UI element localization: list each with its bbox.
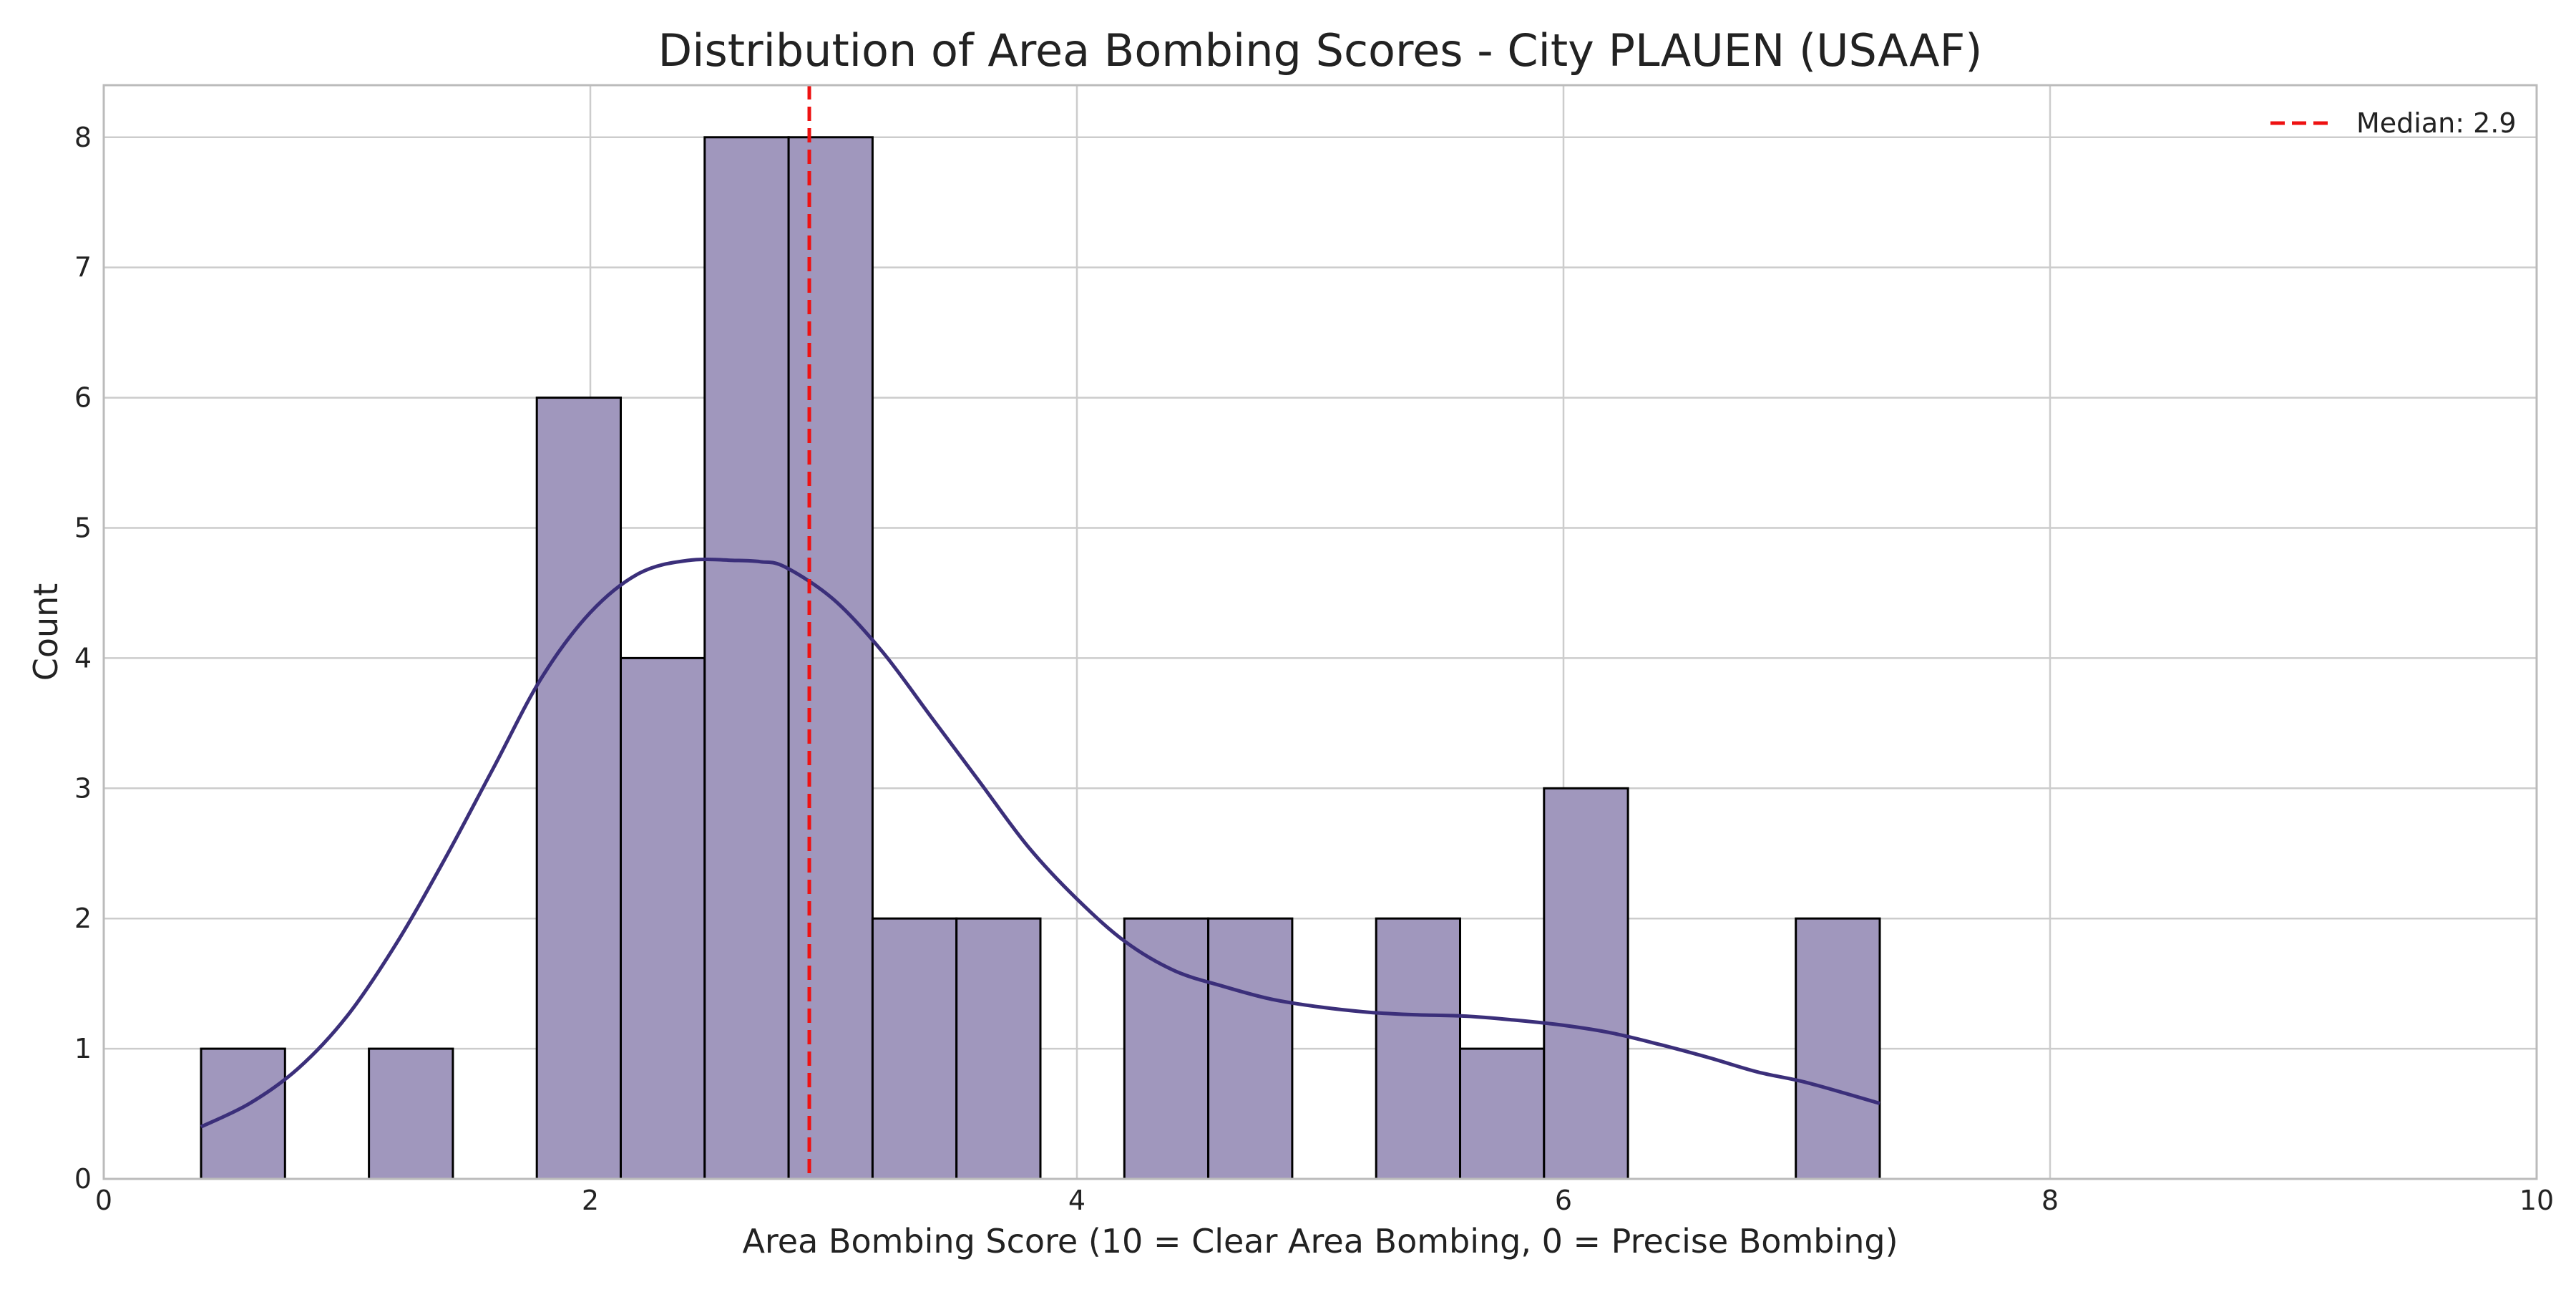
histogram-bar	[703, 136, 790, 1180]
histogram-bar	[1459, 1047, 1546, 1180]
y-tick-label: 5	[74, 512, 92, 543]
histogram-bar	[1207, 917, 1294, 1180]
y-tick-label: 8	[74, 122, 92, 153]
histogram-bars	[200, 136, 1881, 1180]
x-tick-label: 4	[1068, 1185, 1085, 1216]
tick-labels: 0 2 4 6 8 10 0 1 2 3 4 5 6 7 8	[74, 122, 2554, 1216]
x-tick-label: 10	[2519, 1185, 2554, 1216]
plot-frame	[102, 84, 2538, 1180]
kde-curve	[200, 558, 1880, 1129]
histogram-bar	[620, 656, 706, 1180]
histogram-bar	[368, 1047, 454, 1180]
y-tick-label: 1	[74, 1033, 92, 1064]
y-tick-label: 6	[74, 382, 92, 414]
histogram-bar	[1375, 917, 1461, 1180]
histogram-bar	[1123, 917, 1210, 1180]
legend-median-label: Median: 2.9	[2356, 107, 2517, 139]
x-tick-label: 6	[1555, 1185, 1572, 1216]
chart-title: Distribution of Area Bombing Scores - Ci…	[658, 24, 1983, 77]
histogram-bar	[955, 917, 1042, 1180]
histogram-bar	[871, 917, 958, 1180]
histogram-bar	[535, 397, 623, 1180]
x-tick-label: 2	[582, 1185, 599, 1216]
histogram-bar	[200, 1047, 286, 1180]
histogram-bar	[1543, 787, 1629, 1180]
histogram-bar	[787, 136, 874, 1180]
histogram-bar	[1795, 917, 1881, 1180]
x-tick-label: 8	[2041, 1185, 2059, 1216]
y-tick-label: 4	[74, 642, 92, 674]
kde-curve-group	[200, 558, 1880, 1129]
x-tick-label: 0	[95, 1185, 112, 1216]
x-axis-label: Area Bombing Score (10 = Clear Area Bomb…	[742, 1222, 1898, 1261]
y-tick-label: 7	[74, 252, 92, 283]
y-tick-label: 0	[74, 1163, 92, 1195]
legend: Median: 2.9	[2270, 107, 2517, 139]
y-tick-label: 2	[74, 903, 92, 934]
y-axis-label: Count	[26, 583, 65, 681]
y-tick-label: 3	[74, 772, 92, 804]
